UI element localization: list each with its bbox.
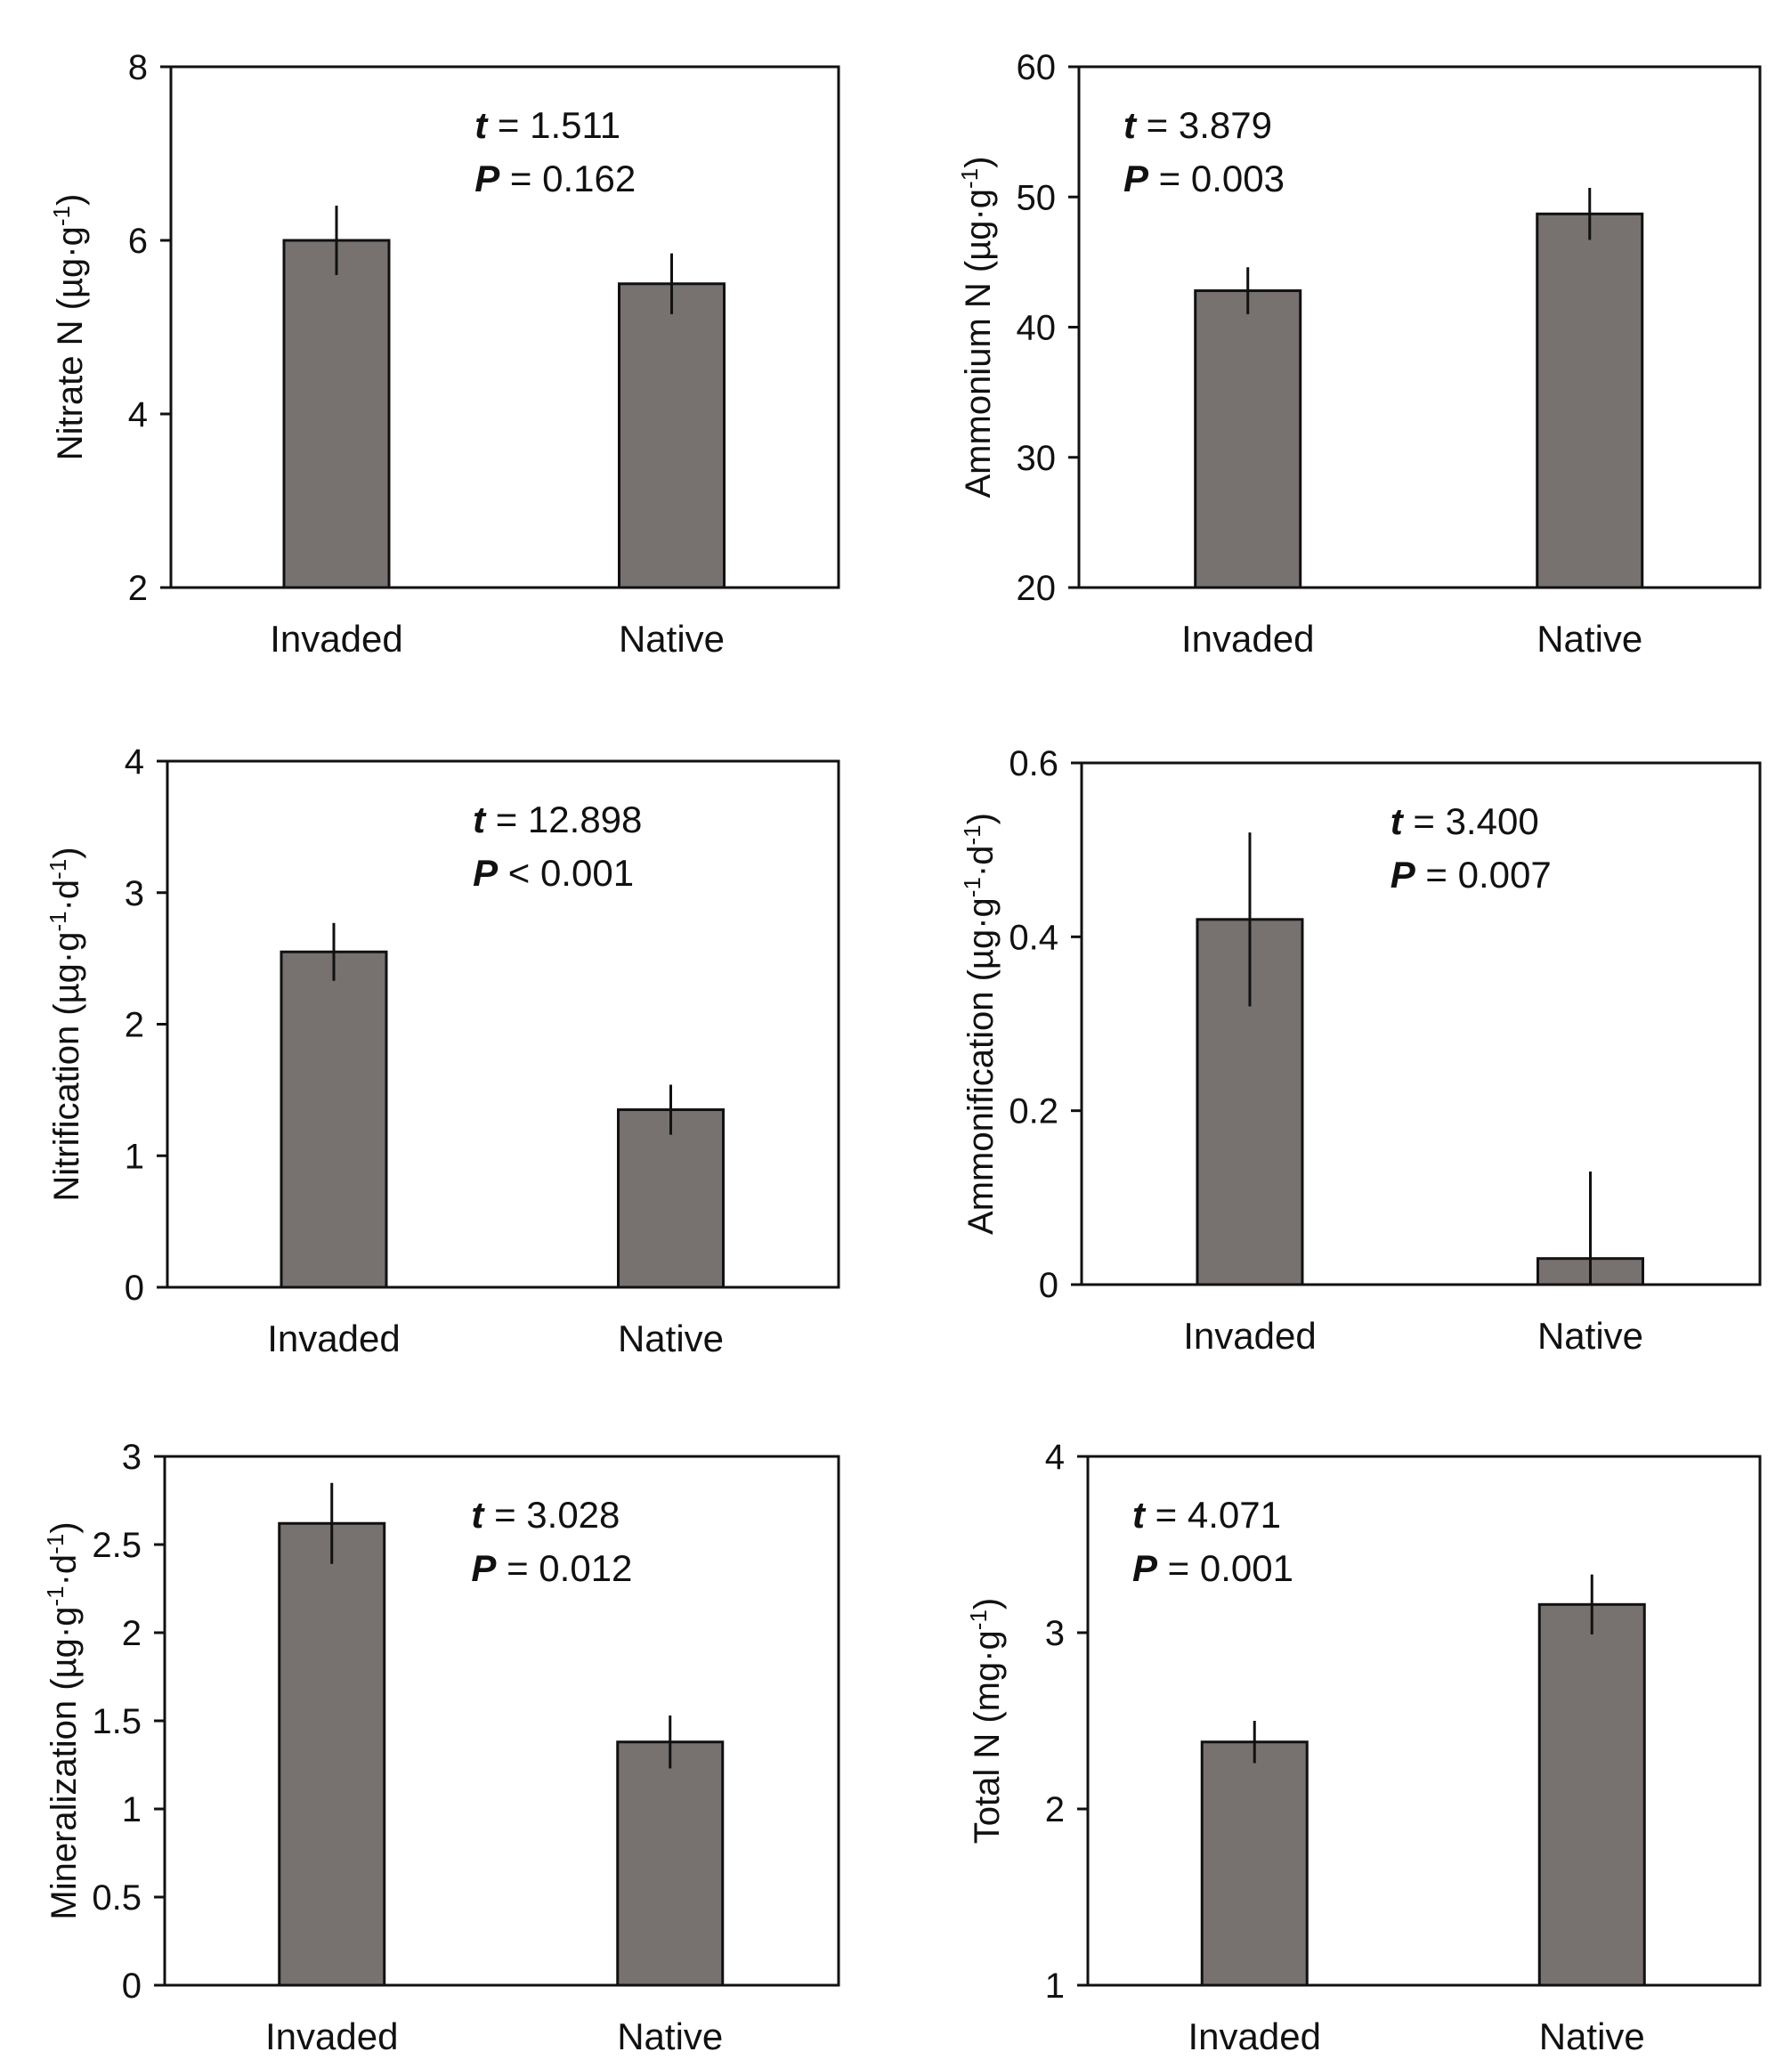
chart-6-ytick-label: 2 [1045, 1790, 1065, 1829]
chart-5-plot-frame [163, 1455, 840, 1987]
chart-2-ylabel: Ammonium N (µg·g-1) [956, 156, 998, 498]
chart-1-category-label-native: Native [619, 618, 725, 660]
chart-5-ytick-label: 1 [122, 1790, 142, 1829]
chart-1-ytick-label: 2 [128, 569, 148, 608]
chart-5-bar-invaded [278, 1521, 386, 1987]
chart-2-t-statistic: t = 3.879 [1123, 104, 1272, 146]
chart-5-category-label-invaded: Invaded [265, 2015, 398, 2057]
chart-1-bar-invaded [282, 239, 391, 589]
chart-3-ytick-label: 2 [125, 1006, 144, 1045]
chart-1-ytick-label: 8 [128, 48, 148, 87]
chart-1-bar-native [618, 282, 726, 589]
chart-4-ylabel: Ammonification (µg·g-1·d-1) [959, 813, 1001, 1235]
chart-1-ytick-label: 4 [128, 395, 148, 434]
chart-1-plot-frame [169, 65, 840, 589]
chart-2-ytick-label: 60 [1017, 48, 1057, 87]
chart-4: 0 0.2 0.4 0.6 Invaded Native Ammonification (µ… [959, 744, 1762, 1357]
chart-6-plot-frame [1086, 1455, 1762, 1987]
chart-2-ytick-label: 40 [1017, 309, 1057, 348]
chart-3-ytick-label: 3 [125, 874, 144, 913]
chart-3-bar-native [617, 1108, 725, 1289]
chart-6-ytick-label: 3 [1045, 1614, 1065, 1653]
chart-2-category-label-native: Native [1537, 618, 1642, 660]
chart-3-p-value: P < 0.001 [473, 852, 634, 894]
chart-6-category-label-invaded: Invaded [1188, 2015, 1321, 2057]
chart-2-bar-invaded [1194, 289, 1302, 589]
chart-5-t-statistic: t = 3.028 [471, 1494, 620, 1536]
chart-5-ytick-label: 1.5 [92, 1702, 142, 1741]
chart-5: 0 0.5 1 1.5 2 2.5 3 Invaded Native Mineralization… [42, 1438, 840, 2057]
chart-4-plot-frame [1080, 761, 1762, 1286]
chart-1: 2 4 6 8 Invaded Native Nitrate N (µg·g-1) t = 1… [48, 48, 840, 660]
chart-5-ytick-label: 2.5 [92, 1526, 142, 1565]
chart-6-ytick-label: 1 [1045, 1967, 1065, 2006]
chart-6-category-label-native: Native [1539, 2015, 1645, 2057]
chart-4-p-value: P = 0.007 [1391, 854, 1552, 896]
chart-2-ytick-label: 30 [1017, 439, 1057, 478]
chart-1-ylabel: Nitrate N (µg·g-1) [48, 194, 90, 461]
chart-2-p-value: P = 0.003 [1123, 158, 1285, 199]
chart-3-ytick-label: 4 [125, 742, 144, 782]
chart-6-bar-native [1537, 1602, 1646, 1987]
chart-3-bar-invaded [280, 950, 388, 1289]
chart-2-bar-native [1536, 212, 1644, 589]
chart-1-ytick-label: 6 [128, 222, 148, 261]
chart-4-ytick-label: 0.4 [1009, 918, 1058, 957]
chart-5-ytick-label: 0 [122, 1967, 142, 2006]
chart-3-category-label-invaded: Invaded [267, 1318, 400, 1359]
chart-1-category-label-invaded: Invaded [270, 618, 402, 660]
chart-5-ytick-label: 3 [122, 1438, 142, 1477]
chart-5-ytick-label: 2 [122, 1614, 142, 1653]
chart-6-bar-invaded [1200, 1740, 1309, 1987]
chart-5-ytick-label: 0.5 [92, 1878, 142, 1918]
chart-6-ytick-label: 4 [1045, 1438, 1065, 1477]
chart-2: 20 30 40 50 60 Invaded Native Ammonium N (µg·g-… [956, 48, 1762, 660]
chart-6: 1 2 3 4 Invaded Native Total N (mg·g-1) t = 4.0… [965, 1438, 1762, 2057]
chart-6-p-value: P = 0.001 [1132, 1547, 1293, 1589]
chart-3-category-label-native: Native [618, 1318, 724, 1359]
chart-4-ytick-label: 0.2 [1009, 1092, 1058, 1131]
chart-2-category-label-invaded: Invaded [1181, 618, 1314, 660]
chart-2-ytick-label: 20 [1017, 569, 1057, 608]
chart-6-t-statistic: t = 4.071 [1132, 1494, 1281, 1536]
chart-5-category-label-native: Native [617, 2015, 723, 2057]
chart-5-bar-native [616, 1740, 725, 1987]
chart-3-ylabel: Nitrification (µg·g-1·d-1) [45, 847, 86, 1201]
chart-4-ytick-label: 0.6 [1009, 744, 1058, 783]
chart-3: 0 1 2 3 4 Invaded Native Nitrification (µg·g-1·… [45, 742, 840, 1359]
chart-6-ylabel: Total N (mg·g-1) [965, 1598, 1007, 1845]
chart-4-category-label-native: Native [1537, 1315, 1643, 1357]
chart-4-t-statistic: t = 3.400 [1391, 800, 1539, 842]
chart-4-category-label-invaded: Invaded [1183, 1315, 1316, 1357]
chart-5-p-value: P = 0.012 [471, 1547, 632, 1589]
chart-3-ytick-label: 0 [125, 1269, 144, 1308]
chart-4-ytick-label: 0 [1039, 1266, 1058, 1305]
chart-2-ytick-label: 50 [1017, 178, 1057, 217]
chart-3-t-statistic: t = 12.898 [473, 799, 642, 840]
chart-1-p-value: P = 0.162 [474, 158, 636, 199]
chart-3-ytick-label: 1 [125, 1137, 144, 1176]
chart-5-ylabel: Mineralization (µg·g-1·d-1) [42, 1521, 84, 1919]
chart-1-t-statistic: t = 1.511 [474, 104, 620, 146]
